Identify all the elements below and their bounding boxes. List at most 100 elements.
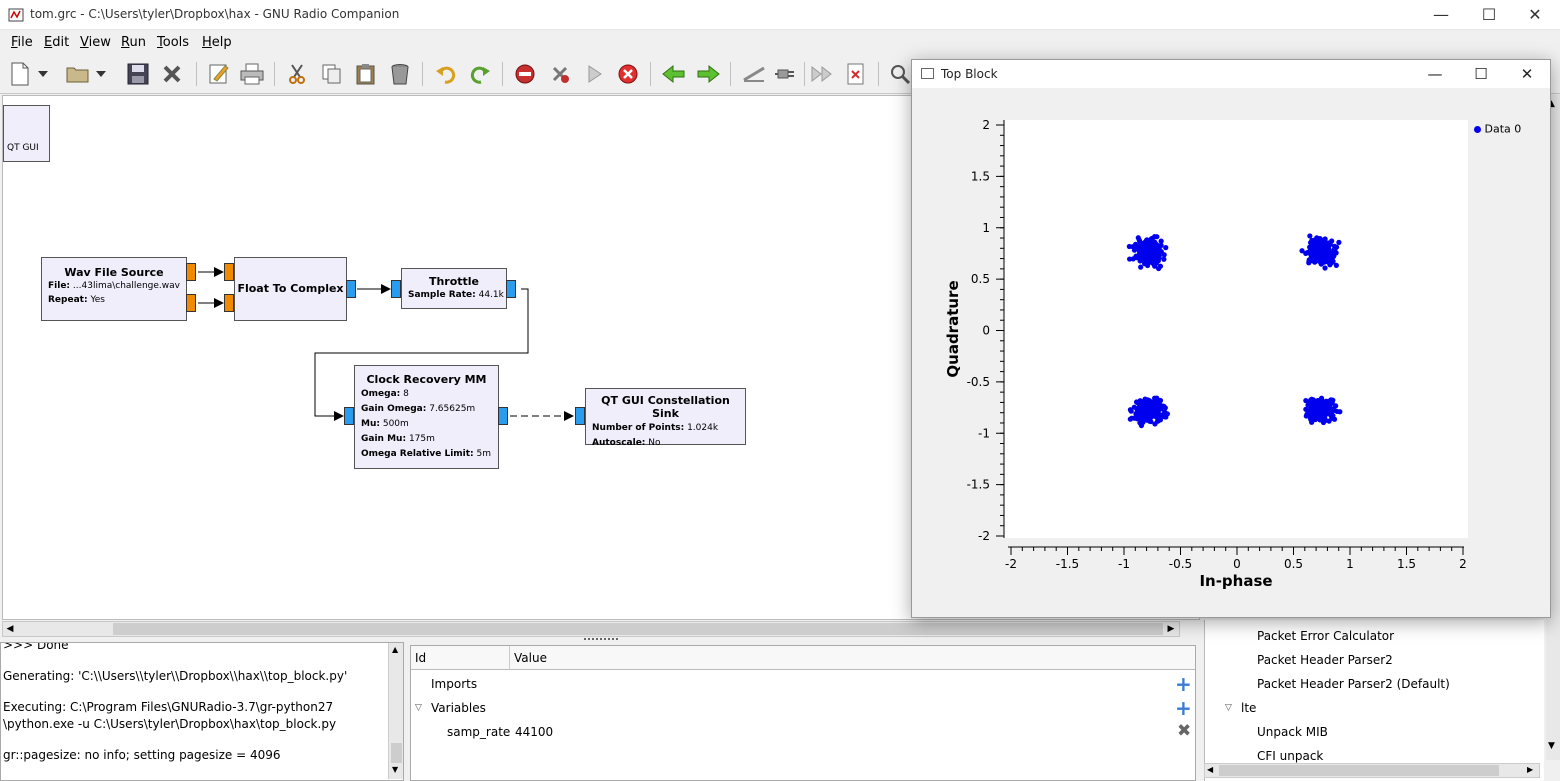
menu-tools[interactable]: Tools (157, 35, 189, 50)
close-flowgraph-icon[interactable] (158, 60, 186, 88)
close-button[interactable]: ✕ (1528, 5, 1542, 24)
scroll-left-icon[interactable]: ◀ (1207, 765, 1214, 774)
save-icon[interactable] (124, 60, 152, 88)
clock-in-port[interactable] (344, 407, 354, 425)
library-item[interactable]: CFI unpack (1257, 749, 1324, 763)
options-block[interactable]: QT GUI (3, 105, 50, 162)
tree-row-variables[interactable]: Variables (431, 701, 486, 715)
remove-variable-icon[interactable]: ✖ (1177, 721, 1192, 741)
tree-row-imports[interactable]: Imports (431, 677, 478, 691)
f2c-out-port[interactable] (346, 280, 356, 298)
constellation-point (1142, 258, 1148, 264)
undo-icon[interactable] (432, 60, 460, 88)
maximize-button[interactable]: ☐ (1481, 5, 1497, 24)
disable-block-icon[interactable] (511, 60, 539, 88)
block-param-autoscale: Autoscale: No (586, 436, 745, 451)
rotate-left-arrow-icon[interactable] (660, 60, 688, 88)
top-block-maximize-button[interactable]: ☐ (1474, 65, 1488, 83)
add-variable-icon[interactable]: + (1175, 696, 1192, 720)
top-block-minimize-button[interactable]: — (1427, 65, 1443, 83)
add-import-icon[interactable]: + (1175, 672, 1192, 696)
scroll-down-icon[interactable]: ▼ (1548, 741, 1555, 751)
cut-icon[interactable] (283, 60, 311, 88)
scrollbar-thumb[interactable] (1219, 765, 1499, 776)
library-horizontal-scrollbar[interactable]: ◀ ▶ (1204, 763, 1540, 778)
delete-trash-icon[interactable] (386, 60, 414, 88)
properties-icon[interactable] (205, 60, 233, 88)
throttle-out-port[interactable] (506, 280, 516, 298)
float-to-complex-block[interactable]: Float To Complex (234, 257, 347, 321)
console-output[interactable]: >>> Done Generating: 'C:\\Users\\tyler\\… (0, 642, 404, 781)
wav-file-source-block[interactable]: Wav File Source File: ...43lima\challeng… (41, 257, 187, 321)
scroll-up-icon[interactable]: ▲ (392, 645, 399, 654)
library-item[interactable]: Packet Header Parser2 (Default) (1257, 677, 1450, 691)
menu-run-mnemonic: R (121, 35, 130, 50)
scroll-left-icon[interactable]: ◀ (6, 624, 14, 634)
bypass-block-icon[interactable] (546, 60, 574, 88)
open-dropdown-chevron-icon[interactable] (92, 60, 110, 88)
fast-forward-icon[interactable] (808, 60, 836, 88)
clock-out-port[interactable] (498, 407, 508, 425)
find-block-search-icon[interactable] (886, 60, 914, 88)
menu-run-label: un (129, 35, 146, 50)
column-header-value[interactable]: Value (510, 646, 1195, 670)
library-item[interactable]: Packet Error Calculator (1257, 629, 1395, 643)
block-param-omega-limit: Omega Relative Limit: 5m (355, 447, 498, 462)
library-category-lte[interactable]: lte (1241, 701, 1257, 715)
constellation-point (1315, 409, 1321, 415)
constellation-point (1336, 239, 1342, 245)
scrollbar-thumb[interactable] (113, 623, 1163, 635)
remove-block-doc-icon[interactable] (842, 60, 870, 88)
new-dropdown-chevron-icon[interactable] (34, 60, 52, 88)
constellation-point (1140, 418, 1146, 424)
connect-plug-icon[interactable] (772, 60, 800, 88)
canvas-horizontal-scrollbar[interactable]: ◀ ▶ (2, 621, 1180, 637)
scroll-right-icon[interactable]: ▶ (1527, 765, 1534, 774)
expand-chevron-icon[interactable]: ▽ (1225, 703, 1232, 713)
block-param-gain-omega: Gain Omega: 7.65625m (355, 402, 498, 417)
paste-icon[interactable] (352, 60, 380, 88)
wav-out-port-1[interactable] (186, 294, 196, 312)
clock-recovery-mm-block[interactable]: Clock Recovery MM Omega: 8 Gain Omega: 7… (354, 365, 499, 469)
print-icon[interactable] (238, 60, 266, 88)
new-file-icon[interactable] (6, 60, 34, 88)
variable-samp-rate-value[interactable]: 44100 (515, 725, 554, 739)
redo-icon[interactable] (466, 60, 494, 88)
wav-out-port-0[interactable] (186, 263, 196, 281)
throttle-block[interactable]: Throttle Sample Rate: 44.1k (401, 268, 507, 309)
open-folder-icon[interactable] (64, 60, 92, 88)
expand-chevron-icon[interactable]: ▽ (415, 703, 422, 713)
scroll-right-icon[interactable]: ▶ (1167, 624, 1175, 634)
throttle-in-port[interactable] (391, 280, 401, 298)
scroll-up-icon[interactable]: ▲ (1548, 99, 1555, 109)
scroll-down-icon[interactable]: ▼ (392, 765, 399, 774)
copy-icon[interactable] (318, 60, 346, 88)
constellation-in-port[interactable] (575, 407, 585, 425)
library-item[interactable]: Packet Header Parser2 (1257, 653, 1393, 667)
variable-samp-rate-id[interactable]: samp_rate (447, 725, 511, 739)
top-block-close-button[interactable]: ✕ (1520, 65, 1534, 83)
console-vertical-scrollbar[interactable]: ▲ ▼ (388, 643, 403, 779)
f2c-in-port-0[interactable] (224, 263, 234, 281)
constellation-point (1154, 408, 1161, 414)
minimize-button[interactable]: — (1433, 5, 1449, 24)
kill-stop-icon[interactable] (614, 60, 642, 88)
f2c-in-port-1[interactable] (224, 294, 234, 312)
menu-help[interactable]: Help (202, 35, 232, 50)
library-item[interactable]: Unpack MIB (1257, 725, 1328, 739)
rotate-right-arrow-icon[interactable] (694, 60, 722, 88)
pane-splitter-grip[interactable] (584, 638, 618, 642)
constellation-sink-block[interactable]: QT GUI Constellation Sink Number of Poin… (585, 388, 746, 448)
menu-view[interactable]: View (80, 35, 111, 50)
menu-file[interactable]: File (11, 35, 33, 50)
constellation-point (1161, 256, 1167, 262)
execute-play-icon[interactable] (580, 60, 608, 88)
menu-run[interactable]: Run (121, 35, 146, 50)
param-value: 8 (403, 389, 409, 399)
menu-edit[interactable]: Edit (44, 35, 69, 50)
column-header-id[interactable]: Id (411, 646, 510, 670)
scrollbar-thumb[interactable] (391, 743, 402, 763)
enable-block-icon[interactable] (740, 60, 768, 88)
constellation-point (1136, 237, 1142, 243)
constellation-plot[interactable]: 2 1.5 1 0.5 0 -0.5 -1 -1.5 -2 -2 -1.5 -1 -0.5 0 0.5 1 1… (912, 89, 1550, 617)
